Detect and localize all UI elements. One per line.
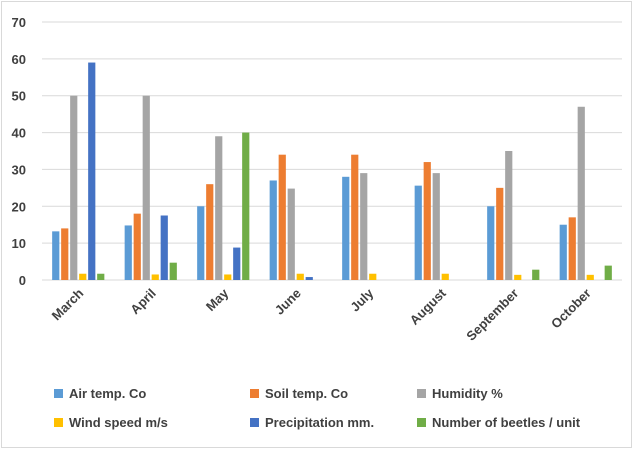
bar-wind-speed-m-s-march [79,273,87,280]
legend-item: Humidity % [417,386,503,401]
x-tick-label: October [548,286,594,332]
x-tick-label: September [463,286,521,344]
x-tick-label: July [347,285,377,315]
legend-item: Number of beetles / unit [417,415,580,430]
bar-humidity--october [577,106,585,281]
bar-humidity--august [432,173,440,280]
x-tick-label: May [203,285,232,314]
y-tick-label: 40 [12,126,26,141]
legend-swatch [54,389,63,398]
bar-soil-temp-co-october [568,217,576,280]
bar-air-temp-co-august [414,185,422,280]
legend-label: Wind speed m/s [69,415,168,430]
x-tick-label: March [49,285,87,323]
bar-air-temp-co-october [559,224,567,280]
bar-wind-speed-m-s-april [151,274,159,280]
bar-soil-temp-co-july [351,154,359,280]
bar-wind-speed-m-s-june [296,273,304,280]
legend-label: Humidity % [432,386,503,401]
bar-humidity--june [287,188,295,280]
bar-soil-temp-co-september [496,187,504,280]
bar-humidity--april [142,95,150,280]
legend-swatch [417,389,426,398]
legend-label: Precipitation mm. [265,415,375,430]
legend-label: Number of beetles / unit [432,415,581,430]
x-tick-label: April [127,286,159,318]
bar-air-temp-co-september [487,206,495,280]
bar-humidity--may [215,136,223,280]
y-tick-label: 30 [12,162,26,177]
legend-swatch [54,418,63,427]
legend-label: Air temp. Co [69,386,147,401]
y-tick-label: 0 [19,273,26,288]
bar-humidity--july [360,173,368,280]
bar-wind-speed-m-s-may [224,274,232,280]
y-tick-label: 10 [12,236,26,251]
bar-soil-temp-co-june [278,154,286,280]
x-tick-label: August [407,285,450,328]
bar-precipitation-mm--june [305,277,313,280]
bar-number-of-beetles-unit-april [169,262,177,280]
bar-air-temp-co-march [52,231,60,280]
bar-air-temp-co-april [124,225,132,280]
bar-number-of-beetles-unit-may [242,132,250,280]
legend-item: Wind speed m/s [54,415,168,430]
x-tick-label: June [272,286,304,318]
bar-soil-temp-co-may [206,184,214,280]
bar-soil-temp-co-august [423,162,431,280]
legend-item: Soil temp. Co [250,386,348,401]
bar-air-temp-co-may [197,206,205,280]
legend-swatch [250,389,259,398]
bar-number-of-beetles-unit-march [97,273,105,280]
bar-wind-speed-m-s-july [369,273,377,280]
bar-wind-speed-m-s-october [586,274,594,280]
bar-number-of-beetles-unit-october [604,265,612,280]
legend-label: Soil temp. Co [265,386,349,401]
bar-precipitation-mm--may [233,247,241,280]
bar-wind-speed-m-s-august [441,273,449,280]
bar-humidity--september [505,151,513,280]
legend-swatch [250,418,259,427]
bar-air-temp-co-july [342,176,350,280]
bar-humidity--march [70,95,78,280]
bar-precipitation-mm--march [88,62,96,280]
bar-soil-temp-co-march [61,228,69,280]
bar-soil-temp-co-april [133,213,141,280]
y-tick-label: 60 [12,52,26,67]
bar-air-temp-co-june [269,180,277,280]
y-tick-label: 20 [12,199,26,214]
y-tick-label: 70 [12,15,26,30]
y-tick-label: 50 [12,89,26,104]
legend-swatch [417,418,426,427]
bar-wind-speed-m-s-september [514,274,522,280]
bar-precipitation-mm--april [160,215,168,280]
bar-number-of-beetles-unit-september [532,269,540,280]
legend-item: Precipitation mm. [250,415,374,430]
legend-item: Air temp. Co [54,386,146,401]
